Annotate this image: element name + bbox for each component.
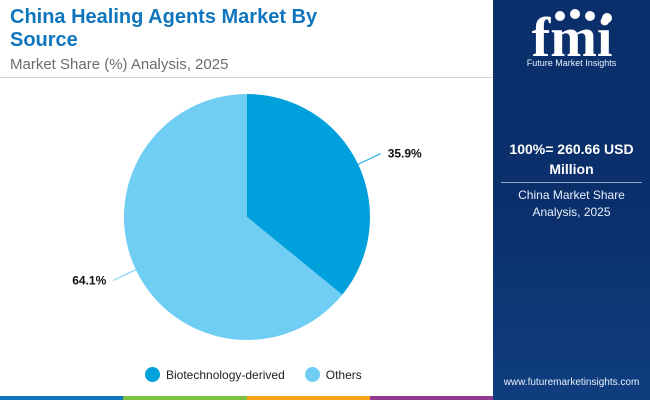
- bottom-color-bar: [0, 396, 493, 400]
- legend-item-others: Others: [304, 367, 362, 382]
- website-link[interactable]: www.futuremarketinsights.com: [503, 377, 640, 388]
- panel-background-glow: [493, 200, 650, 400]
- fmi-logo: fmi: [532, 8, 613, 68]
- chart-legend: Biotechnology-derived Others: [145, 367, 382, 382]
- leader-line-1: [113, 269, 137, 281]
- legend-label-biotechnology-derived: Biotechnology-derived: [166, 367, 285, 382]
- bottom-bar-green: [123, 396, 247, 400]
- brand-name: Future Market Insights: [526, 58, 617, 68]
- bottom-bar-purple: [369, 396, 493, 400]
- chart-subtitle: Market Share (%) Analysis, 2025: [10, 56, 229, 73]
- chart-area: China Healing Agents Market By Source Ma…: [0, 6, 493, 400]
- pie-chart: 35.9% 64.1%: [72, 94, 422, 340]
- pie-slice-biotechnology-derived: [247, 94, 370, 295]
- pie-slice-others: [123, 94, 343, 340]
- data-label-0: 35.9%: [388, 147, 422, 161]
- data-label-1: 64.1%: [72, 273, 106, 287]
- bottom-bar-orange: [246, 396, 370, 400]
- market-total: 100%= 260.66 USD Million: [509, 141, 634, 177]
- title-divider: [0, 77, 493, 78]
- bottom-bar-blue: [0, 396, 124, 400]
- legend-swatch-others: [304, 367, 320, 382]
- legend-swatch-biotechnology-derived: [145, 367, 160, 382]
- panel-description: China Market Share Analysis, 2025: [518, 188, 625, 219]
- legend-item-biotechnology-derived: Biotechnology-derived: [145, 367, 285, 382]
- legend-label-others: Others: [325, 367, 362, 382]
- panel-divider: [501, 182, 642, 183]
- chart-title: China Healing Agents Market By Source: [10, 6, 318, 51]
- side-panel: fmi Future Market Insights 100%= 260.66 …: [493, 0, 650, 400]
- leader-line-0: [357, 153, 381, 165]
